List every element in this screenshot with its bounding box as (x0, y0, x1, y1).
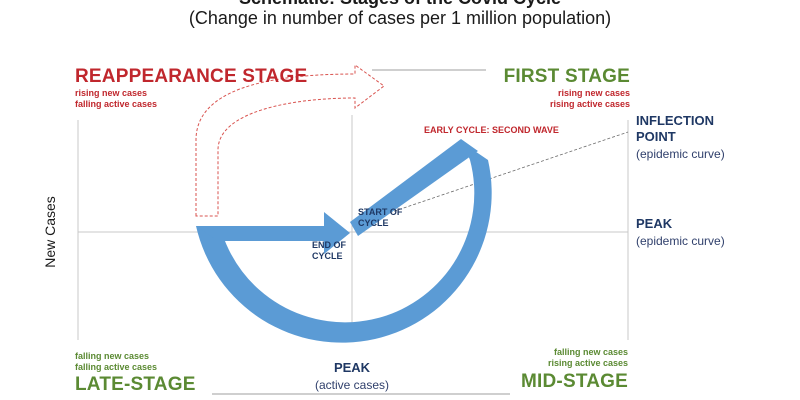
start-of-cycle-line2: CYCLE (358, 218, 389, 228)
inflection-point-sub: (epidemic curve) (636, 147, 725, 161)
y-axis-label: New Cases (42, 196, 58, 268)
reappearance-stage-line1: rising new cases (75, 88, 148, 98)
end-of-cycle-line2: CYCLE (312, 251, 343, 261)
peak-epidemic-sub: (epidemic curve) (636, 234, 725, 248)
mid-stage-line1: falling new cases (553, 347, 628, 357)
mid-stage-line2: rising active cases (547, 358, 628, 368)
late-stage-line1: falling new cases (75, 351, 150, 361)
diagram-subtitle: (Change in number of cases per 1 million… (188, 8, 612, 28)
start-of-cycle-line1: START OF (358, 207, 403, 217)
reappearance-dashed-arrow (195, 64, 385, 217)
late-stage-line2: falling active cases (75, 362, 158, 372)
reappearance-stage-title: REAPPEARANCE STAGE (75, 66, 308, 87)
end-of-cycle-line1: END OF (312, 240, 347, 250)
early-cycle-label: EARLY CYCLE: SECOND WAVE (424, 125, 559, 135)
peak-active-label: PEAK (333, 360, 371, 375)
reappearance-stage-line2: falling active cases (75, 99, 158, 109)
peak-active-sub: (active cases) (314, 378, 390, 392)
first-stage-line2: rising active cases (549, 99, 630, 109)
first-stage-title: FIRST STAGE (503, 66, 630, 87)
inflection-point-line1: INFLECTION (636, 113, 714, 128)
cycle-arrow (196, 139, 492, 343)
first-stage-line1: rising new cases (557, 88, 630, 98)
inflection-leader-line (379, 131, 629, 217)
mid-stage-title: MID-STAGE (521, 371, 628, 392)
diagram-title: Schematic: Stages of the Covid Cycle (0, 0, 800, 9)
peak-epidemic-label: PEAK (636, 216, 673, 231)
inflection-point-line2: POINT (636, 129, 676, 144)
late-stage-title: LATE-STAGE (75, 374, 196, 395)
